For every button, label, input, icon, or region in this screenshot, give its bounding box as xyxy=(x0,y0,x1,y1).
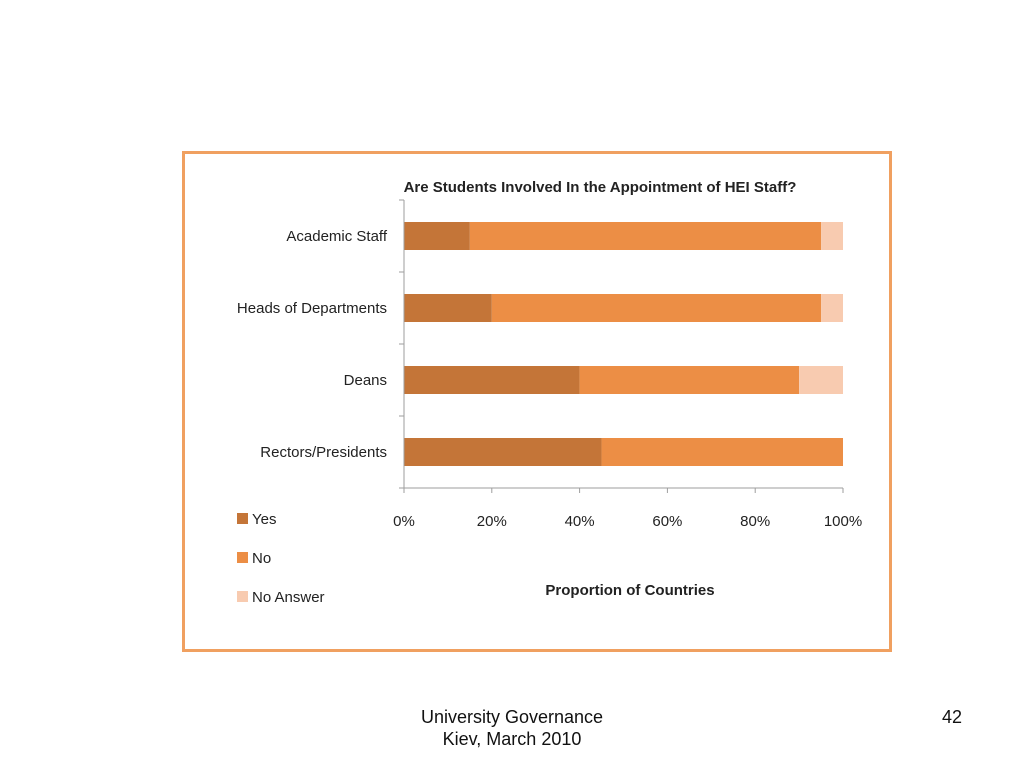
x-tick-label: 0% xyxy=(393,513,415,530)
x-tick-label: 100% xyxy=(824,513,862,530)
legend-swatch xyxy=(237,591,248,602)
x-axis-title: Proportion of Countries xyxy=(545,582,714,599)
bar-yes-3 xyxy=(404,438,602,466)
x-tick-label: 20% xyxy=(477,513,507,530)
legend-label: No xyxy=(252,550,271,567)
chart-title: Are Students Involved In the Appointment… xyxy=(404,179,797,196)
legend-label: No Answer xyxy=(252,589,325,606)
x-tick-label: 60% xyxy=(652,513,682,530)
chart-frame: Are Students Involved In the Appointment… xyxy=(182,151,892,652)
category-label: Deans xyxy=(344,372,387,389)
category-label: Academic Staff xyxy=(286,228,387,245)
legend-swatch xyxy=(237,552,248,563)
page-number: 42 xyxy=(941,707,962,727)
stacked-bar-chart: Are Students Involved In the Appointment… xyxy=(237,179,862,606)
bar-yes-1 xyxy=(404,294,492,322)
footer-caption: University Governance Kiev, March 2010 xyxy=(362,706,662,750)
x-tick-label: 80% xyxy=(740,513,770,530)
category-label: Heads of Departments xyxy=(237,300,387,317)
bar-no-answer-1 xyxy=(821,294,843,322)
bar-no-answer-2 xyxy=(799,366,843,394)
bar-no-answer-0 xyxy=(821,222,843,250)
bar-no-1 xyxy=(491,294,822,322)
legend-label: Yes xyxy=(252,511,276,528)
footer-line-1: University Governance xyxy=(420,707,604,727)
bar-yes-2 xyxy=(404,366,580,394)
category-label: Rectors/Presidents xyxy=(260,444,387,461)
bar-no-2 xyxy=(579,366,800,394)
bar-no-0 xyxy=(469,222,822,250)
footer-line-2: Kiev, March 2010 xyxy=(442,729,582,749)
x-tick-label: 40% xyxy=(565,513,595,530)
legend-swatch xyxy=(237,513,248,524)
bar-no-3 xyxy=(601,438,843,466)
bar-yes-0 xyxy=(404,222,470,250)
